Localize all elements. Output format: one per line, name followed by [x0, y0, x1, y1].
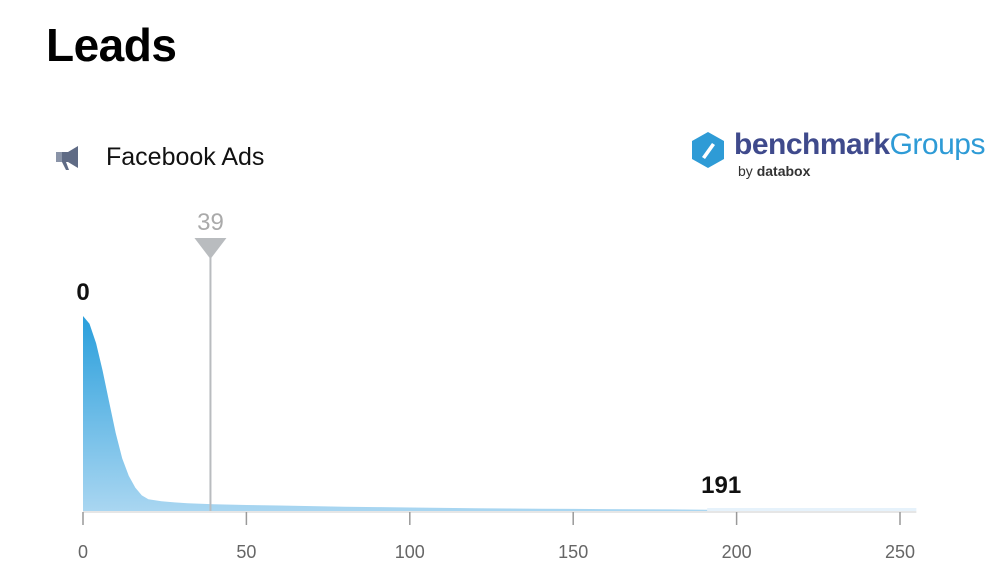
page-title: Leads: [46, 19, 177, 71]
x-tick-label: 250: [885, 542, 915, 562]
benchmark-groups-logo: benchmarkGroups by databox: [688, 130, 985, 178]
data-source-label: Facebook Ads: [106, 142, 265, 171]
x-tick-label: 150: [558, 542, 588, 562]
max-value-label: 191: [701, 472, 741, 499]
logo-by-text: by: [738, 163, 753, 179]
benchmark-marker-triangle: [194, 238, 227, 259]
logo-groups-text: Groups: [889, 128, 986, 161]
benchmark-marker-label: 39: [197, 209, 224, 236]
x-tick-label: 50: [236, 542, 256, 562]
x-tick-label: 0: [78, 542, 88, 562]
data-source: Facebook Ads: [52, 140, 264, 174]
megaphone-icon: [56, 146, 78, 170]
distribution-area: [83, 316, 708, 511]
x-tick-label: 200: [722, 542, 752, 562]
logo-benchmark-text: benchmark: [734, 128, 890, 161]
x-tick-label: 100: [395, 542, 425, 562]
benchmark-logo-icon: [692, 132, 724, 168]
logo-databox-text: databox: [756, 163, 811, 179]
distribution-tail: [707, 508, 917, 511]
min-value-label: 0: [76, 279, 89, 306]
